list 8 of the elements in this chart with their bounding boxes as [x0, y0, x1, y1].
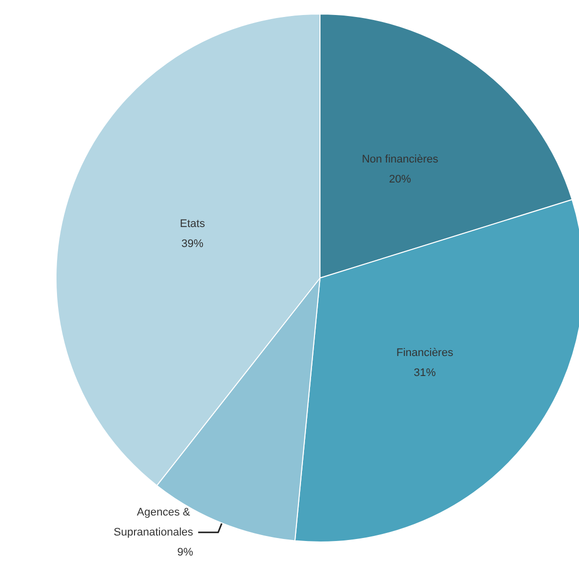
slice-label: Non financières: [362, 153, 439, 166]
data-label: 20%: [389, 173, 412, 186]
data-label: 31%: [414, 367, 436, 380]
data-label: 9%: [177, 546, 194, 558]
slice-label: Financières: [396, 347, 454, 360]
data-label: 39%: [181, 238, 204, 250]
slice-label: Etats: [180, 218, 206, 230]
slice-label: Agences & Supranationales: [114, 506, 194, 538]
